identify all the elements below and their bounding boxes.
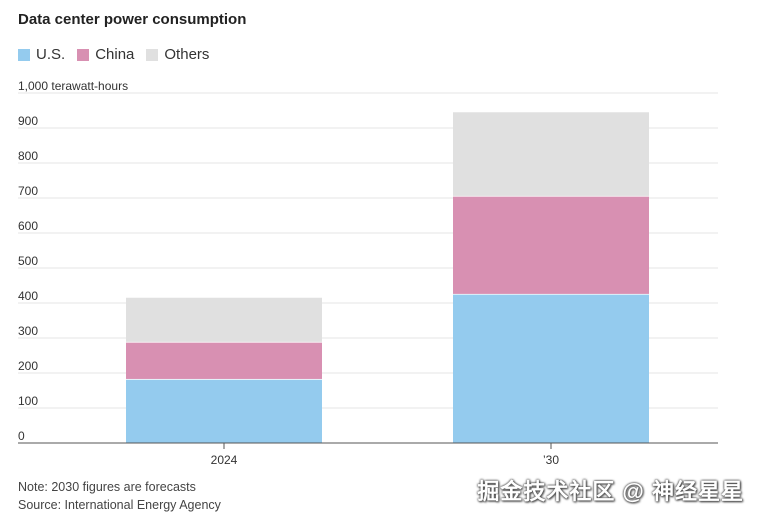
y-tick-label: 800 xyxy=(18,149,38,163)
chart-title: Data center power consumption xyxy=(18,11,247,28)
y-tick-label: 700 xyxy=(18,184,38,198)
y-tick-label: 400 xyxy=(18,289,38,303)
bar-others-1 xyxy=(453,112,649,196)
bars xyxy=(126,112,649,443)
legend-item-others: Others xyxy=(146,46,209,63)
legend: U.S. China Others xyxy=(18,46,221,63)
watermark: 掘金技术社区 @ 神经星星 xyxy=(477,479,744,504)
y-tick-label: 500 xyxy=(18,254,38,268)
legend-item-us: U.S. xyxy=(18,46,65,63)
y-tick-label: 200 xyxy=(18,359,38,373)
legend-label-china: China xyxy=(95,46,135,63)
x-tick-label: ’30 xyxy=(543,453,559,467)
y-tick-label: 300 xyxy=(18,324,38,338)
y-tick-label: 900 xyxy=(18,114,38,128)
y-unit-label: 1,000 terawatt-hours xyxy=(18,79,128,93)
legend-swatch-us xyxy=(18,48,30,61)
footnotes: Note: 2030 figures are forecasts Source:… xyxy=(18,478,221,514)
legend-swatch-others xyxy=(146,48,159,61)
source-text: Source: International Energy Agency xyxy=(18,498,221,512)
bar-china-1 xyxy=(453,195,649,294)
bar-china-0 xyxy=(126,341,322,379)
legend-label-others: Others xyxy=(164,46,210,63)
bar-others-0 xyxy=(126,297,322,342)
legend-swatch-china xyxy=(77,48,90,61)
bar-us-0 xyxy=(126,378,322,443)
legend-item-china: China xyxy=(77,46,134,63)
y-tick-label: 0 xyxy=(18,429,25,443)
y-tick-label: 100 xyxy=(18,394,38,408)
y-tick-label: 600 xyxy=(18,219,38,233)
note-text: Note: 2030 figures are forecasts xyxy=(18,480,196,494)
legend-label-us: U.S. xyxy=(36,46,66,63)
axis-labels: 1,000 terawatt-hours 0 100 200 300 400 500 600 7… xyxy=(18,79,718,467)
bar-us-1 xyxy=(453,293,649,443)
x-tick-label: 2024 xyxy=(211,453,238,467)
